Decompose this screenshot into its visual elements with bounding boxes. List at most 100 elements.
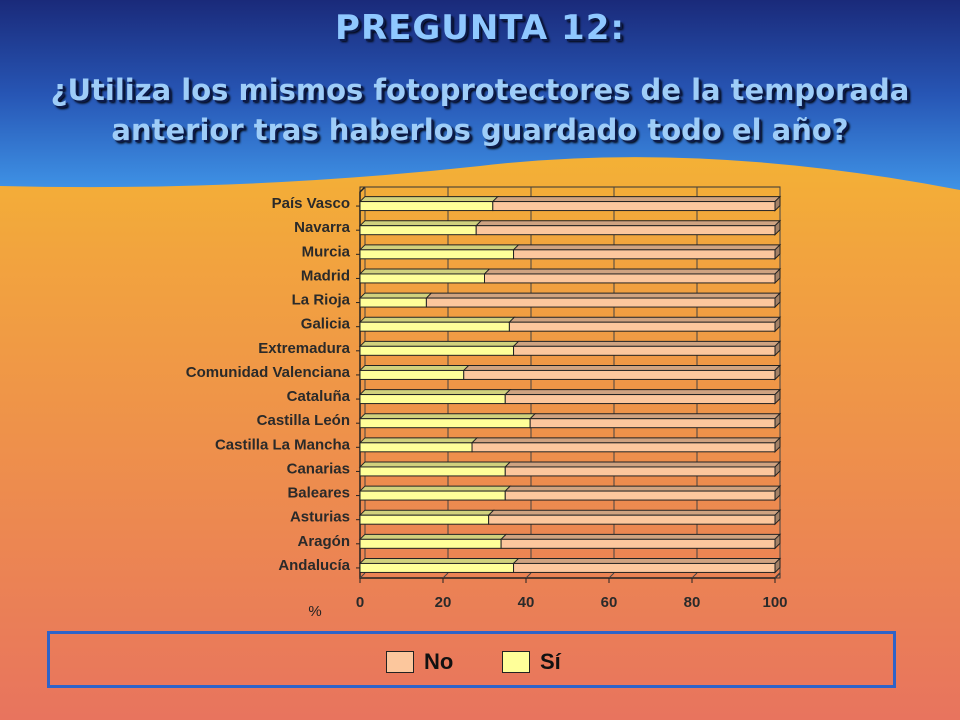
x-axis: 0 20 40 60 80 100 <box>356 578 788 611</box>
bar-si <box>359 442 473 453</box>
bar-si <box>359 345 515 356</box>
grid-line-floor <box>525 572 532 579</box>
bar-si-top <box>358 533 508 540</box>
bar-si-top <box>358 316 516 323</box>
x-tick-label: 100 <box>762 594 787 611</box>
bar-si-top <box>358 292 433 299</box>
legend-item-si: Sí <box>502 649 561 674</box>
x-axis-label: % <box>308 603 321 620</box>
bar-no <box>504 394 776 405</box>
grid-line-floor <box>608 572 615 579</box>
bar-no-top <box>504 389 782 396</box>
bar-no <box>504 490 776 501</box>
x-tick-label: 40 <box>518 594 535 611</box>
bar-no <box>508 321 776 332</box>
bar-no <box>484 273 776 284</box>
bar-no <box>513 345 776 356</box>
bar-si-top <box>358 485 512 492</box>
bar-no-side <box>774 267 781 285</box>
bar-si <box>359 466 506 477</box>
legend-item-no: No <box>386 649 454 674</box>
grid-line-floor <box>691 572 698 579</box>
legend-swatch-si <box>502 651 530 673</box>
category-label: Navarra <box>294 219 351 236</box>
bar-no <box>513 562 776 573</box>
bar-si <box>359 225 477 236</box>
x-tick-label: 0 <box>356 594 364 611</box>
bar-no <box>425 297 776 308</box>
bar-si <box>359 273 485 284</box>
category-label: Castilla La Mancha <box>215 436 351 453</box>
bar-no-top <box>487 509 782 516</box>
bar-no-side <box>774 412 781 429</box>
bar-no-side <box>774 508 781 526</box>
bar-si-top <box>358 557 520 564</box>
category-label: Extremadura <box>258 340 350 357</box>
bar-no <box>504 466 776 477</box>
bar-si-top <box>358 413 537 420</box>
bar-no-side <box>774 388 781 405</box>
x-tick-label: 20 <box>435 594 452 611</box>
bar-si <box>359 562 515 573</box>
bar-si-top <box>358 244 520 251</box>
bar-si <box>359 201 494 212</box>
bar-no <box>492 201 776 212</box>
bar-si <box>359 369 465 380</box>
bar-no <box>513 249 776 260</box>
bar-si <box>359 490 506 501</box>
bar-si <box>359 418 531 429</box>
legend-label-si: Sí <box>540 649 561 674</box>
bar-si <box>359 394 506 405</box>
bar-si-top <box>358 268 491 275</box>
category-label: Murcia <box>302 243 351 260</box>
bar-no-top <box>504 461 782 468</box>
bars-group <box>358 195 782 574</box>
bar-no-top <box>512 340 782 347</box>
bar-si-top <box>358 220 483 227</box>
bar-no-top <box>483 268 782 275</box>
category-label: Comunidad Valenciana <box>186 364 351 381</box>
bar-no <box>463 369 776 380</box>
question-text: ¿Utiliza los mismos fotoprotectores de l… <box>50 73 910 147</box>
bar-si-top <box>358 389 512 396</box>
legend-label-no: No <box>424 649 454 674</box>
bar-no-top <box>508 316 782 323</box>
x-tick-label: 60 <box>601 594 618 611</box>
bar-no-top <box>528 413 782 420</box>
bar-no <box>488 514 776 525</box>
grid-line-floor <box>359 572 366 579</box>
grid-line-floor <box>774 572 781 579</box>
bar-si <box>359 297 427 308</box>
bar-no-side <box>774 291 781 309</box>
bar-no-top <box>504 485 782 492</box>
slide-title: PREGUNTA 12: <box>335 8 625 48</box>
bar-no-side <box>774 557 781 574</box>
bar-no-side <box>774 219 781 236</box>
bar-no-top <box>470 437 782 444</box>
category-label: Aragón <box>298 533 351 550</box>
bar-no-side <box>774 243 781 261</box>
bar-no-side <box>774 195 781 212</box>
bar-si <box>359 249 515 260</box>
bar-no-side <box>774 460 781 478</box>
category-label: La Rioja <box>292 292 351 309</box>
category-label: País Vasco <box>272 195 350 212</box>
bar-no-side <box>774 484 781 502</box>
bar-no <box>529 418 776 429</box>
bar-no-top <box>512 244 782 251</box>
category-label: Cataluña <box>287 388 351 405</box>
bar-si <box>359 514 490 525</box>
legend-swatch-no <box>386 651 414 673</box>
category-labels: País Vasco Navarra Murcia Madrid La Rioja Gal… <box>186 195 360 574</box>
category-label: Baleares <box>287 485 350 502</box>
bar-si-top <box>358 196 500 203</box>
bar-si <box>359 538 502 549</box>
bar-si-top <box>358 461 512 468</box>
category-label: Canarias <box>287 460 350 477</box>
x-tick-label: 80 <box>684 594 701 611</box>
category-label: Asturias <box>290 509 350 526</box>
bar-no <box>500 538 776 549</box>
bar-no <box>475 225 776 236</box>
